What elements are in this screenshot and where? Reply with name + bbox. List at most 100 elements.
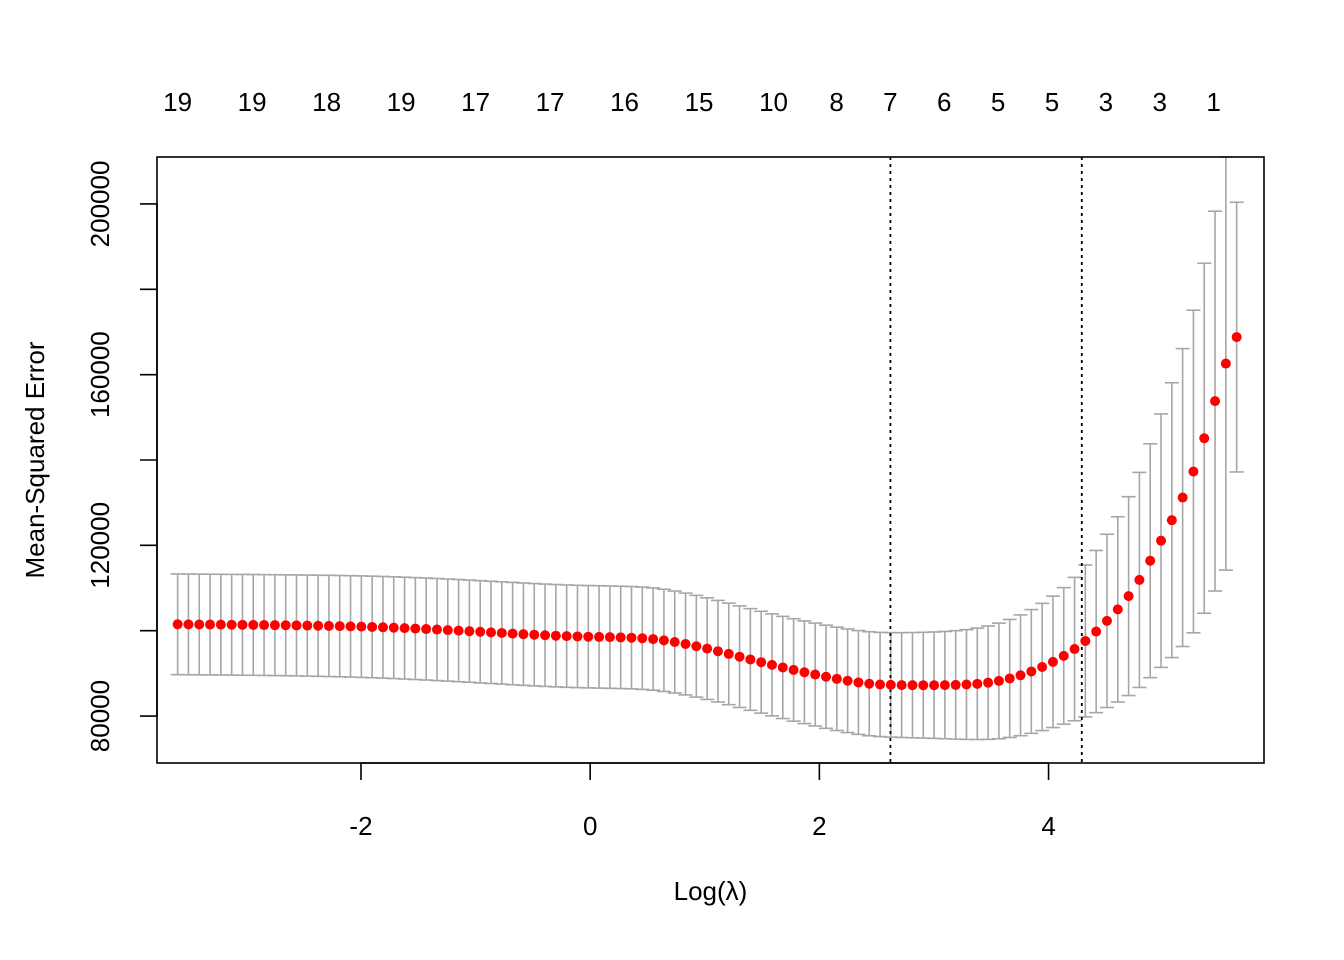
top-axis-label: 15 (685, 87, 714, 117)
top-axis-label: 1 (1206, 87, 1220, 117)
y-tick-label: 200000 (85, 161, 115, 248)
mse-point (561, 631, 572, 642)
mse-point (388, 622, 399, 633)
mse-point (518, 629, 529, 640)
mse-point (972, 678, 983, 689)
mse-point (1080, 635, 1091, 646)
reference-lines (889, 157, 1083, 763)
mse-point (648, 634, 659, 645)
top-axis-label: 19 (238, 87, 267, 117)
mse-point (421, 624, 432, 635)
mse-point (1004, 673, 1015, 684)
mse-point (1047, 656, 1058, 667)
mse-point (950, 679, 961, 690)
mse-point (334, 621, 345, 632)
mse-point (712, 646, 723, 657)
mse-point (1145, 555, 1156, 566)
mse-point (172, 619, 183, 630)
mse-point (1058, 650, 1069, 661)
mse-point (896, 680, 907, 691)
mse-point (269, 620, 280, 631)
top-axis-label: 3 (1152, 87, 1166, 117)
top-axis-label: 17 (536, 87, 565, 117)
mse-point (604, 632, 615, 643)
mse-point (302, 620, 313, 631)
mse-point (669, 637, 680, 648)
mse-point (734, 651, 745, 662)
mse-point (367, 621, 378, 632)
mse-point (853, 677, 864, 688)
y-axis: 80000 120000 160000 200000 (85, 161, 158, 752)
x-tick-label: 4 (1041, 811, 1055, 841)
x-tick-label: 0 (583, 811, 597, 841)
mse-point (1156, 535, 1167, 546)
mse-point (637, 633, 648, 644)
y-tick-label: 120000 (85, 502, 115, 589)
mse-point (194, 619, 205, 630)
x-axis: -2 0 2 4 (349, 762, 1056, 841)
x-tick-label: 2 (812, 811, 826, 841)
mse-point (453, 625, 464, 636)
mse-point (788, 664, 799, 675)
mse-point (885, 679, 896, 690)
mse-point (1177, 492, 1188, 503)
mse-point (1231, 332, 1242, 343)
mse-point (323, 620, 334, 631)
mse-point (626, 632, 637, 643)
mse-point (205, 619, 216, 630)
mse-point (1210, 396, 1221, 407)
mse-point (864, 678, 875, 689)
mse-point (1101, 615, 1112, 626)
mse-point (529, 629, 540, 640)
mse-point (658, 635, 669, 646)
mse-point (918, 680, 929, 691)
mse-point (550, 630, 561, 641)
plot-frame (156, 156, 1265, 764)
mse-point (280, 620, 291, 631)
mse-point (410, 623, 421, 634)
mse-point (983, 677, 994, 688)
top-axis-label: 18 (312, 87, 341, 117)
top-axis-label: 19 (387, 87, 416, 117)
top-axis-label: 3 (1099, 87, 1113, 117)
mse-point (464, 626, 475, 637)
mse-point (1026, 666, 1037, 677)
mse-point (745, 654, 756, 665)
y-tick-label: 80000 (85, 680, 115, 752)
top-axis-label: 17 (461, 87, 490, 117)
mse-point (1091, 626, 1102, 637)
mse-point (1188, 466, 1199, 477)
top-axis-label: 7 (883, 87, 897, 117)
top-axis-label: 10 (759, 87, 788, 117)
mse-point (842, 675, 853, 686)
mse-point (248, 619, 259, 630)
mse-point (766, 659, 777, 670)
mse-point (756, 657, 767, 668)
x-axis-title: Log(λ) (674, 876, 748, 906)
mse-point (475, 626, 486, 637)
mse-point (431, 624, 442, 635)
mse-point (540, 630, 551, 641)
mse-point (993, 675, 1004, 686)
mse-point (939, 680, 950, 691)
mse-points (172, 332, 1242, 691)
mse-point (507, 628, 518, 639)
mse-point (1220, 358, 1231, 369)
mse-point (183, 619, 194, 630)
mse-point (1166, 515, 1177, 526)
top-axis-labels: 19 19 18 19 17 17 16 15 10 8 7 6 5 5 3 3 1 (163, 87, 1221, 117)
mse-point (496, 627, 507, 638)
mse-point (583, 631, 594, 642)
top-axis-label: 5 (1045, 87, 1059, 117)
mse-point (572, 631, 583, 642)
y-tick-label: 160000 (85, 331, 115, 418)
mse-point (680, 639, 691, 650)
mse-point (907, 680, 918, 691)
y-axis-title: Mean-Squared Error (20, 341, 50, 578)
mse-point (875, 679, 886, 690)
mse-point (702, 643, 713, 654)
mse-point (237, 619, 248, 630)
mse-point (486, 627, 497, 638)
top-axis-label: 16 (610, 87, 639, 117)
